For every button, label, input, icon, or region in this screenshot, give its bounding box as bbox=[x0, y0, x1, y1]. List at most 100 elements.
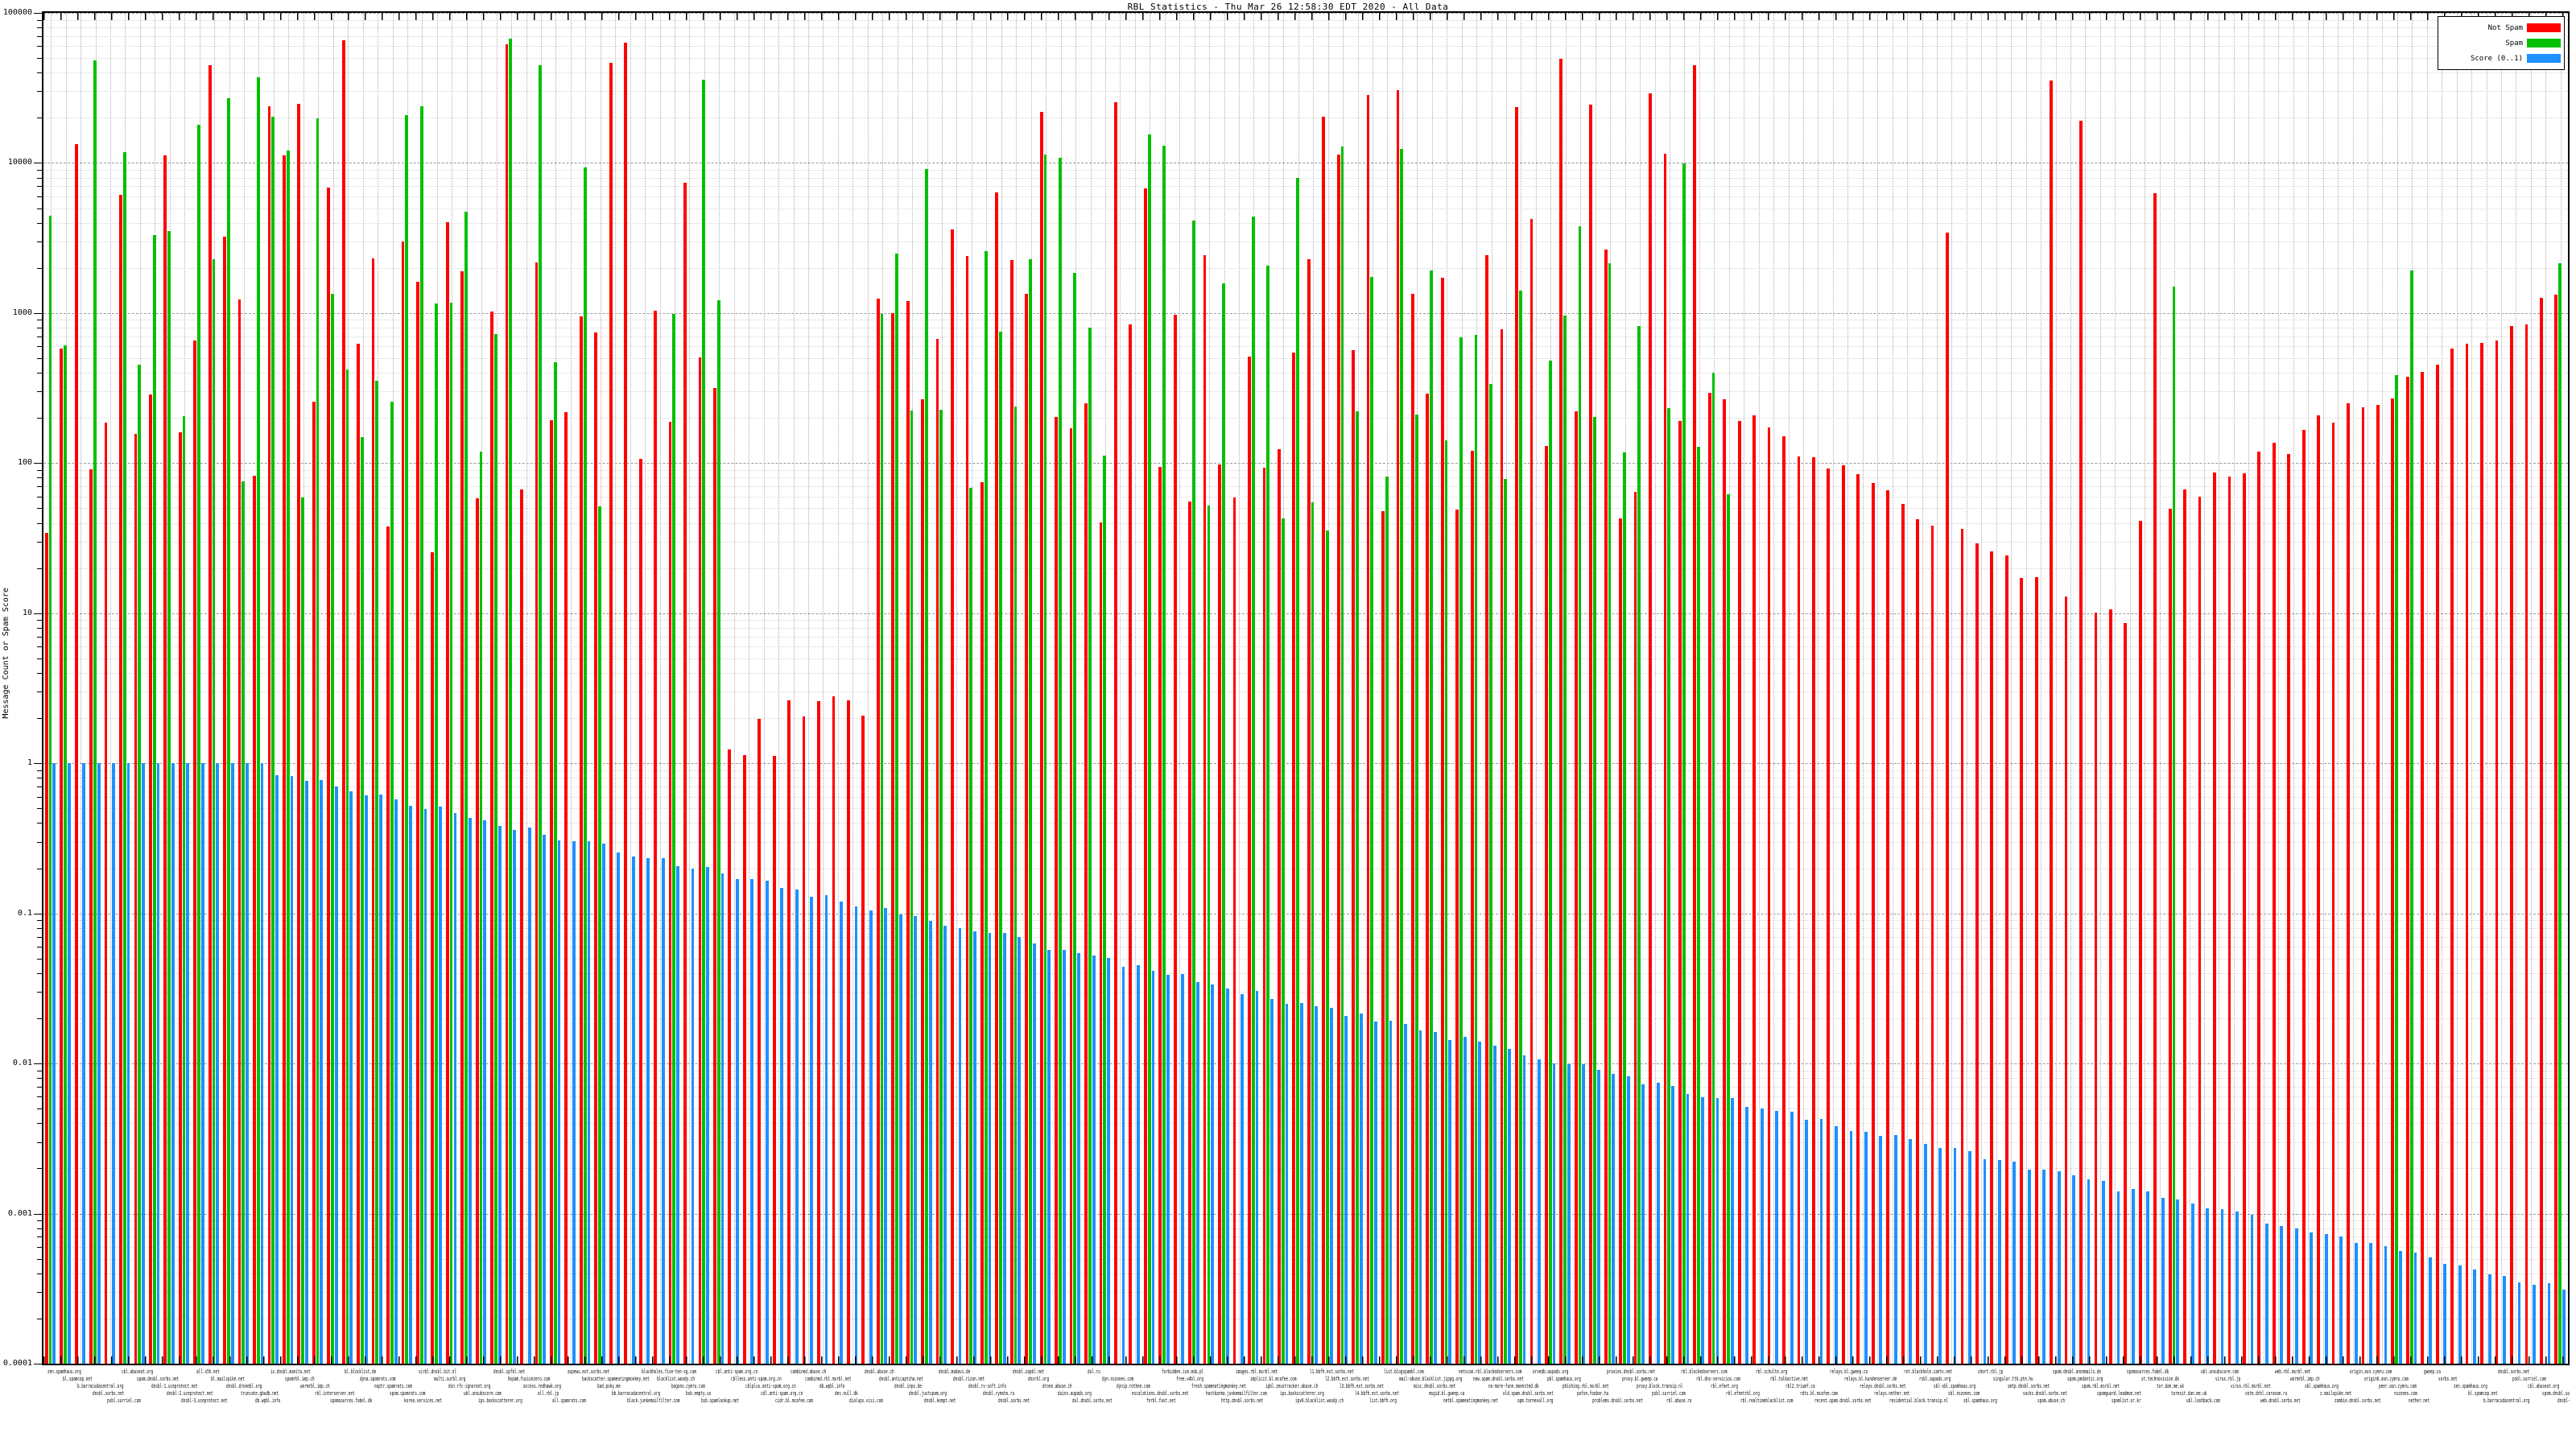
x-axis-tick-label: cbl.anti-spam.org.cn bbox=[716, 1368, 758, 1375]
bar-spam bbox=[1637, 325, 1641, 1364]
bar-score bbox=[1151, 970, 1155, 1364]
x-axis-tick-label: b.barracudacentral.org bbox=[77, 1383, 124, 1389]
grid-line-horizontal bbox=[43, 1236, 2568, 1238]
bar-score bbox=[2413, 1253, 2417, 1364]
x-axis-tick-label: proxy.bl.gweep.ca bbox=[1621, 1376, 1658, 1382]
x-axis-tick-label: cbl.abuseat.org bbox=[122, 1368, 154, 1375]
y-axis-minor-tick-mark bbox=[37, 992, 42, 993]
bar-spam bbox=[419, 106, 423, 1364]
bar-not-spam bbox=[1440, 278, 1444, 1364]
grid-line-horizontal bbox=[43, 1086, 2568, 1088]
bar-not-spam bbox=[2138, 521, 2142, 1364]
x-axis-tick-label: cidr.bl.mcafee.com bbox=[775, 1397, 814, 1404]
bar-score bbox=[928, 921, 932, 1364]
x-axis-tick-label: relays.nether.net bbox=[1874, 1390, 1910, 1397]
bar-score bbox=[527, 827, 531, 1364]
x-axis-tick-label: ubl.lashback.com bbox=[2186, 1397, 2220, 1404]
grid-line-horizontal bbox=[43, 169, 2568, 171]
x-axis-tick-label: ubl.unsubscore.com bbox=[2201, 1368, 2240, 1375]
x-axis-tick-label: rbl.efnet.org bbox=[1711, 1383, 1739, 1389]
y-axis-minor-tick-mark bbox=[37, 958, 42, 960]
grid-line-vertical bbox=[793, 13, 795, 1364]
grid-line-horizontal bbox=[43, 358, 2568, 359]
bar-not-spam bbox=[2287, 454, 2291, 1364]
grid-line-vertical bbox=[778, 13, 780, 1364]
bar-not-spam bbox=[2272, 443, 2276, 1364]
y-axis-minor-tick-mark bbox=[37, 177, 42, 179]
bar-not-spam bbox=[1084, 402, 1088, 1364]
x-axis-tick-label: pbl.spamhaus.org bbox=[1547, 1376, 1582, 1382]
x-axis-tick-label: bl.spamcop.net bbox=[2468, 1390, 2498, 1397]
bar-score bbox=[2176, 1199, 2180, 1364]
bar-score bbox=[1166, 974, 1170, 1364]
grid-line-horizontal bbox=[43, 19, 2568, 21]
grid-line-vertical bbox=[808, 13, 810, 1364]
bar-spam bbox=[1727, 493, 1730, 1364]
bar-not-spam bbox=[2524, 324, 2529, 1364]
bar-score bbox=[1552, 1063, 1556, 1364]
bar-not-spam bbox=[1559, 58, 1563, 1364]
grid-line-horizontal bbox=[43, 1220, 2568, 1222]
bar-not-spam bbox=[297, 103, 301, 1364]
bar-not-spam bbox=[1455, 509, 1459, 1364]
bar-score bbox=[52, 763, 56, 1364]
bar-score bbox=[988, 932, 992, 1364]
legend-item-score: Score (0..1) bbox=[2442, 51, 2561, 66]
bar-score bbox=[409, 805, 412, 1364]
x-axis-tick-label: zen.spamhaus.org bbox=[47, 1368, 82, 1375]
grid-line-horizontal bbox=[43, 620, 2568, 621]
grid-line-horizontal bbox=[43, 186, 2568, 188]
grid-line-vertical bbox=[2085, 13, 2087, 1364]
x-axis-tick-label: wormrbl.imp.ch bbox=[299, 1383, 330, 1389]
x-axis-tick-label: gweep.ca bbox=[2423, 1368, 2441, 1375]
x-axis-tick-label: netscan.rbl.blockedservers.com bbox=[1458, 1368, 1522, 1375]
bar-not-spam bbox=[1797, 456, 1801, 1364]
bar-score bbox=[379, 795, 383, 1364]
bar-spam bbox=[1444, 440, 1448, 1364]
y-axis-minor-tick-mark bbox=[37, 508, 42, 510]
x-axis-tick-label: bl.spamcop.net bbox=[62, 1376, 93, 1382]
bar-not-spam bbox=[1500, 328, 1504, 1364]
bar-spam bbox=[1221, 283, 1225, 1364]
grid-line-vertical bbox=[2382, 13, 2384, 1364]
x-axis-tick-label: sorbs.net bbox=[2438, 1376, 2458, 1382]
bar-spam bbox=[449, 302, 453, 1364]
top-axis-ticks bbox=[43, 13, 2568, 20]
bar-score bbox=[1656, 1083, 1660, 1364]
bar-not-spam bbox=[1604, 249, 1608, 1364]
bar-not-spam bbox=[89, 469, 93, 1364]
y-axis-tick-mark bbox=[34, 312, 42, 314]
grid-line-vertical bbox=[956, 13, 958, 1364]
y-axis-minor-tick-mark bbox=[37, 391, 42, 393]
y-axis-minor-tick-mark bbox=[37, 1236, 42, 1238]
bar-score bbox=[2206, 1208, 2210, 1364]
bar-score bbox=[2280, 1225, 2284, 1364]
bar-not-spam bbox=[1232, 497, 1236, 1364]
x-axis-tick-label: dnsrbl.org bbox=[1027, 1376, 1049, 1382]
bar-spam bbox=[1711, 373, 1715, 1364]
bar-not-spam bbox=[60, 348, 64, 1364]
grid-line-vertical bbox=[1654, 13, 1656, 1364]
y-axis-minor-tick-mark bbox=[37, 373, 42, 374]
x-axis-tick-label: spam.spamrats.com bbox=[389, 1390, 425, 1397]
bar-not-spam bbox=[505, 43, 509, 1364]
x-axis-tick-label: truncate.gbudb.net bbox=[241, 1390, 279, 1397]
grid-line-vertical bbox=[2456, 13, 2458, 1364]
bar-not-spam bbox=[742, 754, 746, 1364]
grid-line-vertical bbox=[1758, 13, 1760, 1364]
grid-line-horizontal bbox=[43, 522, 2568, 524]
bar-not-spam bbox=[638, 459, 642, 1364]
bar-spam bbox=[939, 409, 943, 1364]
bar-score bbox=[810, 896, 814, 1364]
bar-spam bbox=[182, 415, 186, 1364]
bar-spam bbox=[1147, 134, 1151, 1364]
bar-not-spam bbox=[1649, 93, 1652, 1364]
bar-spam bbox=[1281, 518, 1285, 1364]
bar-score bbox=[2161, 1197, 2165, 1364]
bar-spam bbox=[64, 345, 67, 1364]
bar-not-spam bbox=[1396, 89, 1400, 1364]
grid-line-horizontal bbox=[43, 196, 2568, 197]
y-axis-minor-tick-mark bbox=[37, 1123, 42, 1125]
bar-score bbox=[2027, 1169, 2031, 1364]
x-axis-tick-label: nether.net bbox=[2409, 1397, 2430, 1404]
